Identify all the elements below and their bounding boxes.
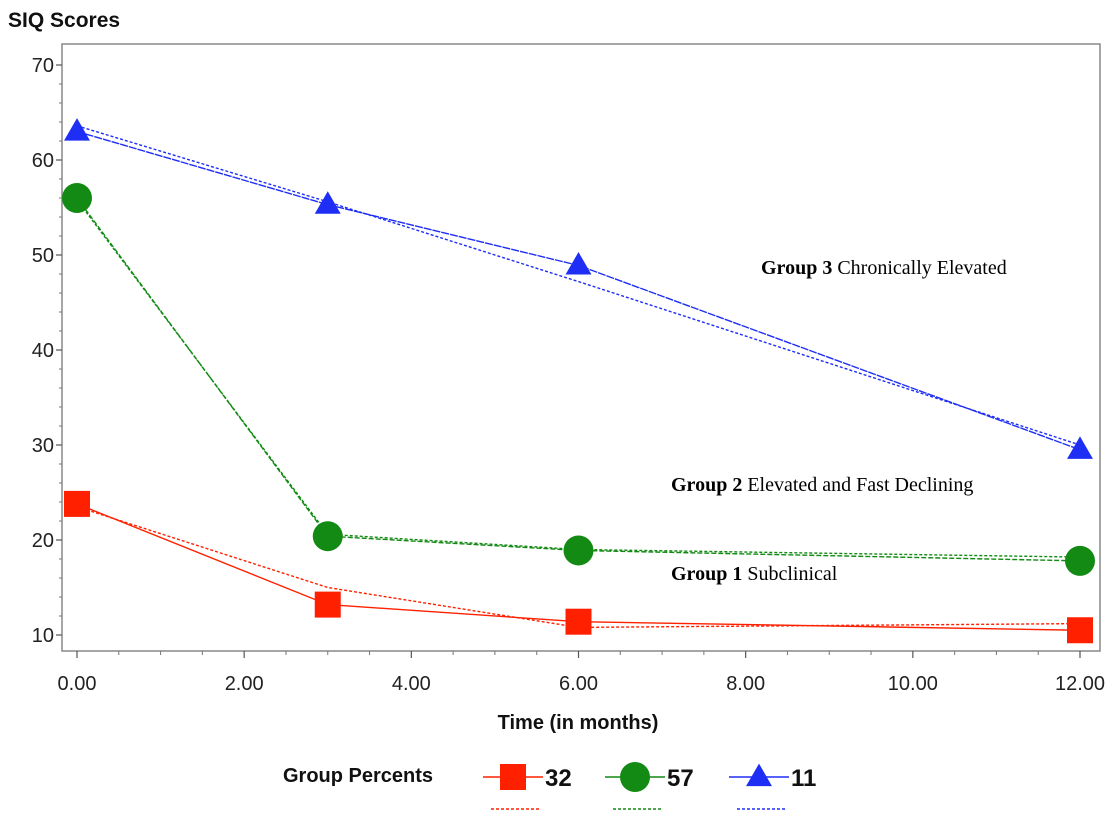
y-axis: 10 20 30 40 50 60 70 <box>32 55 62 647</box>
y-tick-label: 10 <box>32 625 54 647</box>
x-tick-label: 6.00 <box>559 673 598 695</box>
legend-marker <box>500 764 526 790</box>
legend-marker <box>620 762 650 792</box>
legend-marker <box>746 763 772 787</box>
y-tick-label: 40 <box>32 340 54 362</box>
annotation-group-3-text: Chronically Elevated <box>837 257 1006 279</box>
series-32-predicted-line <box>76 506 1081 629</box>
plot-frame <box>61 43 1101 652</box>
series-32-point <box>565 608 592 635</box>
x-axis: 0.00 2.00 4.00 6.00 8.00 10.00 12.00 <box>58 651 1105 695</box>
series-11-observed-line <box>76 130 1081 451</box>
legend-label: 57 <box>667 765 694 792</box>
legend-item-11: 11 <box>729 763 816 810</box>
legend: Group Percents 32 57 11 <box>283 762 816 810</box>
annotation-group-1-bold: Group 1 <box>671 563 742 585</box>
y-tick-label: 70 <box>32 55 54 77</box>
x-tick-label: 0.00 <box>58 673 97 695</box>
annotation-group-1: Group 1 Subclinical <box>671 563 838 585</box>
y-tick-label: 30 <box>32 435 54 457</box>
series-32-point <box>64 490 90 517</box>
x-tick-label: 8.00 <box>726 673 765 695</box>
series-11-point <box>565 252 592 275</box>
annotation-group-3-bold: Group 3 <box>761 257 832 279</box>
x-tick-label: 12.00 <box>1055 673 1105 695</box>
legend-item-32: 32 <box>483 764 572 810</box>
annotation-group-2-text: Elevated and Fast Declining <box>747 474 973 496</box>
legend-item-57: 57 <box>605 762 694 810</box>
legend-title: Group Percents <box>283 765 433 787</box>
x-tick-label: 10.00 <box>888 673 938 695</box>
series-layer <box>62 118 1095 644</box>
y-axis-label: SIQ Scores <box>8 9 120 32</box>
series-57 <box>62 183 1095 576</box>
legend-items: 32 57 11 <box>483 762 816 810</box>
series-57-point <box>1065 545 1095 576</box>
annotation-group-1-text: Subclinical <box>747 563 837 585</box>
annotation-group-2: Group 2 Elevated and Fast Declining <box>671 474 973 496</box>
series-11-point <box>314 191 341 214</box>
series-32 <box>64 490 1093 644</box>
series-57-point <box>312 521 343 552</box>
series-57-point <box>62 183 92 213</box>
series-32-observed-line <box>76 503 1081 631</box>
series-32-point <box>314 591 341 618</box>
legend-label: 32 <box>545 765 572 792</box>
annotation-group-3: Group 3 Chronically Elevated <box>761 257 1007 279</box>
series-11-point <box>1067 436 1093 459</box>
series-32-point <box>1067 617 1093 644</box>
series-57-observed-line <box>76 197 1081 562</box>
annotations: Group 3 Chronically Elevated Group 2 Ele… <box>671 257 1007 585</box>
series-11 <box>64 118 1093 459</box>
series-11-predicted-line <box>76 125 1081 446</box>
y-tick-label: 20 <box>32 530 54 552</box>
y-tick-label: 50 <box>32 245 54 267</box>
x-axis-label: Time (in months) <box>498 712 659 734</box>
series-11-point <box>64 118 90 141</box>
series-57-point <box>563 535 594 566</box>
annotation-group-2-bold: Group 2 <box>671 474 742 496</box>
x-tick-label: 2.00 <box>225 673 264 695</box>
x-tick-label: 4.00 <box>392 673 431 695</box>
y-tick-label: 60 <box>32 150 54 172</box>
legend-label: 11 <box>791 765 816 792</box>
